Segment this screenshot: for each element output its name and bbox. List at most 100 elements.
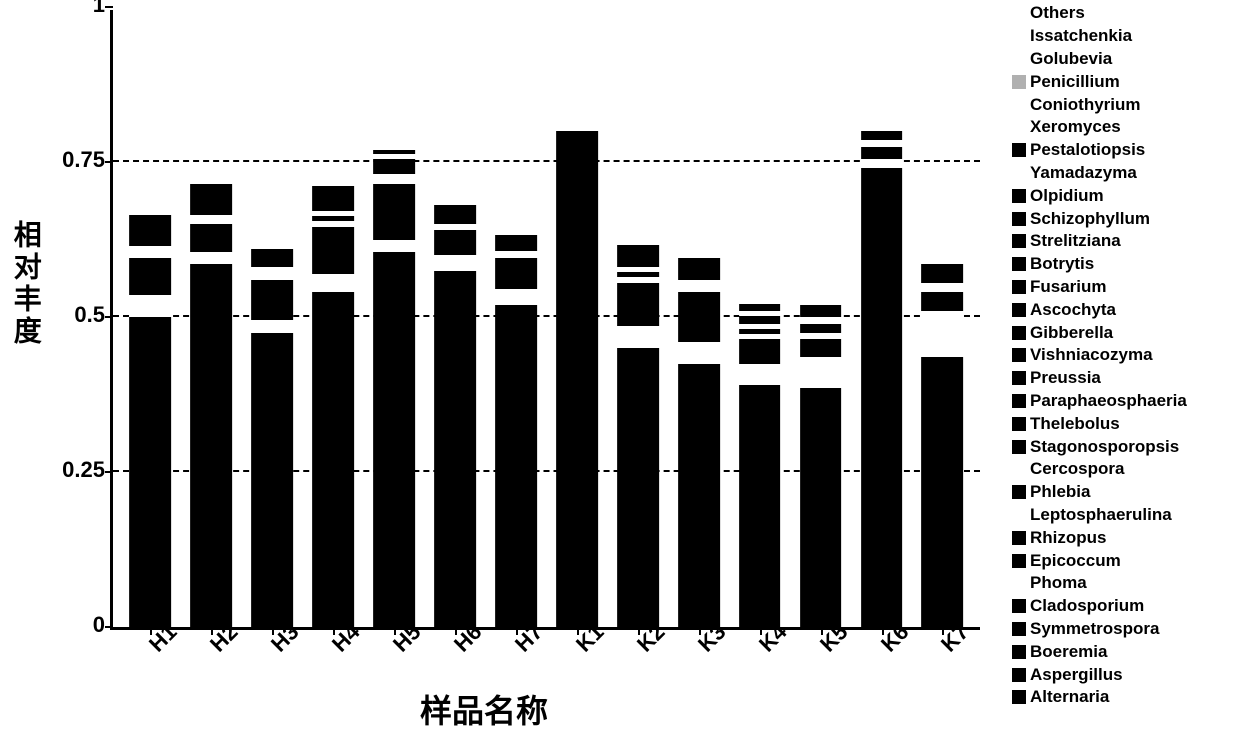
legend-item: Stagonosporopsis (1012, 435, 1236, 458)
legend-swatch (1012, 75, 1026, 89)
legend-item: Cladosporium (1012, 595, 1236, 618)
bar-segment (739, 364, 781, 386)
legend-swatch (1012, 120, 1026, 134)
legend-item: Others (1012, 2, 1236, 25)
legend-item: Xeromyces (1012, 116, 1236, 139)
bar-stack (922, 264, 964, 627)
bar-stack (556, 131, 598, 627)
legend-label: Penicillium (1030, 72, 1120, 92)
legend-item: Vishniacozyma (1012, 344, 1236, 367)
bar-segment (191, 184, 233, 215)
bar-stack (312, 186, 354, 627)
legend-label: Phoma (1030, 573, 1087, 593)
legend-label: Olpidium (1030, 186, 1104, 206)
bar-segment (495, 235, 537, 251)
legend-label: Fusarium (1030, 277, 1107, 297)
bar-segment (434, 230, 476, 255)
legend-swatch (1012, 371, 1026, 385)
legend-label: Yamadazyma (1030, 163, 1137, 183)
bar-segment (434, 255, 476, 271)
legend-label: Aspergillus (1030, 665, 1123, 685)
legend-item: Olpidium (1012, 184, 1236, 207)
bar-slot: H7 (491, 10, 542, 627)
bar-segment (861, 131, 903, 140)
bar-slot: K2 (612, 10, 663, 627)
legend-label: Epicoccum (1030, 551, 1121, 571)
legend-swatch (1012, 394, 1026, 408)
bar-segment (861, 159, 903, 168)
legend-swatch (1012, 280, 1026, 294)
bar-stack (861, 131, 903, 627)
bar-slot: K5 (795, 10, 846, 627)
bar-segment (130, 236, 172, 245)
legend-item: Gibberella (1012, 321, 1236, 344)
bar-segment (130, 258, 172, 295)
bar-segment (800, 339, 842, 358)
legend-item: Cercospora (1012, 458, 1236, 481)
ytick-label: 0.25 (62, 457, 113, 483)
y-axis-label: 相对丰度 (10, 220, 41, 348)
bar-segment (373, 174, 415, 183)
legend-swatch (1012, 668, 1026, 682)
legend-label: Issatchenkia (1030, 26, 1132, 46)
bar-segment (191, 252, 233, 264)
legend-label: Ascochyta (1030, 300, 1116, 320)
legend-swatch (1012, 52, 1026, 66)
bar-segment (495, 251, 537, 258)
bar-segment (617, 283, 659, 326)
legend-swatch (1012, 143, 1026, 157)
bar-segment (922, 264, 964, 283)
legend-item: Aspergillus (1012, 663, 1236, 686)
legend-swatch (1012, 690, 1026, 704)
legend-item: Rhizopus (1012, 526, 1236, 549)
legend-label: Golubevia (1030, 49, 1112, 69)
legend-swatch (1012, 98, 1026, 112)
legend-item: Ascochyta (1012, 298, 1236, 321)
legend-label: Preussia (1030, 368, 1101, 388)
bar-segment (922, 283, 964, 292)
legend-item: Alternaria (1012, 686, 1236, 709)
legend-label: Gibberella (1030, 323, 1113, 343)
bar-segment (617, 326, 659, 348)
legend-swatch (1012, 212, 1026, 226)
legend-item: Pestalotiopsis (1012, 139, 1236, 162)
bar-slot: K3 (673, 10, 724, 627)
legend-label: Botrytis (1030, 254, 1094, 274)
bar-stack (678, 258, 720, 627)
legend-label: Paraphaeosphaeria (1030, 391, 1187, 411)
legend-item: Phoma (1012, 572, 1236, 595)
bar-segment (373, 184, 415, 240)
legend-label: Alternaria (1030, 687, 1109, 707)
bar-segment (191, 264, 233, 627)
bar-segment (373, 159, 415, 175)
bars-area: H1H2H3H4H5H6H7K1K2K3K4K5K6K7 (113, 10, 980, 627)
legend-label: Cladosporium (1030, 596, 1144, 616)
bar-stack (434, 205, 476, 627)
legend-item: Fusarium (1012, 276, 1236, 299)
legend-item: Leptosphaerulina (1012, 504, 1236, 527)
legend-label: Schizophyllum (1030, 209, 1150, 229)
bar-segment (312, 292, 354, 627)
legend-label: Leptosphaerulina (1030, 505, 1172, 525)
legend-item: Penicillium (1012, 70, 1236, 93)
bar-segment (739, 339, 781, 364)
legend-item: Golubevia (1012, 48, 1236, 71)
legend-swatch (1012, 348, 1026, 362)
legend-label: Vishniacozyma (1030, 345, 1153, 365)
legend-label: Stagonosporopsis (1030, 437, 1179, 457)
legend-swatch (1012, 599, 1026, 613)
bar-segment (800, 357, 842, 388)
legend-item: Yamadazyma (1012, 162, 1236, 185)
legend-swatch (1012, 462, 1026, 476)
ytick-label: 1 (93, 0, 113, 18)
bar-segment (617, 348, 659, 627)
ytick-label: 0 (93, 612, 113, 638)
legend-swatch (1012, 576, 1026, 590)
x-axis-label: 样品名称 (420, 686, 548, 732)
legend-swatch (1012, 508, 1026, 522)
legend: OthersIssatchenkiaGolubeviaPenicilliumCo… (1012, 2, 1236, 709)
bar-segment (556, 131, 598, 627)
legend-swatch (1012, 531, 1026, 545)
legend-item: Botrytis (1012, 253, 1236, 276)
chart-container: 相对丰度 00.250.50.751 H1H2H3H4H5H6H7K1K2K3K… (0, 0, 1000, 732)
